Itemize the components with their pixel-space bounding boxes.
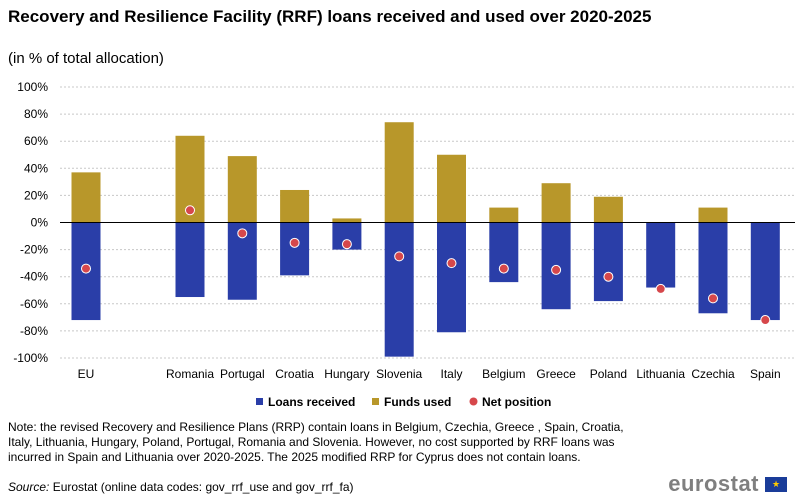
net-position-marker xyxy=(237,228,248,239)
eu-flag-icon: ★ xyxy=(765,476,787,492)
y-tick-label: -20% xyxy=(20,243,48,257)
net-position-markers xyxy=(81,205,771,326)
x-axis-labels: EU Romania Portugal Croatia Hungary Slovenia I… xyxy=(78,367,781,381)
legend-label: Net position xyxy=(482,395,551,409)
bar-loans-received xyxy=(175,222,205,298)
bar-loans-received xyxy=(646,222,676,288)
net-position-marker xyxy=(551,264,562,275)
bar-funds-used xyxy=(698,207,728,223)
legend: Loans received Funds used Net position xyxy=(256,395,551,409)
x-tick-label: Italy xyxy=(440,367,462,381)
net-position-marker xyxy=(498,263,509,274)
source-label: Source: xyxy=(8,480,50,494)
x-tick-label: Belgium xyxy=(482,367,525,381)
x-tick-label: Croatia xyxy=(275,367,314,381)
bar-funds-used xyxy=(71,172,101,223)
net-position-marker xyxy=(185,205,195,216)
y-tick-label: -100% xyxy=(13,351,48,365)
chart-title: Recovery and Resilience Facility (RRF) l… xyxy=(8,7,652,26)
y-tick-label: 20% xyxy=(24,188,48,202)
y-tick-label: 80% xyxy=(24,107,48,121)
chart-subtitle: (in % of total allocation) xyxy=(8,50,164,67)
net-position-marker xyxy=(708,293,718,304)
chart-area: 100%80%60%40%20%0%-20%-40%-60%-80%-100% … xyxy=(13,80,795,409)
x-tick-label: Romania xyxy=(166,367,214,381)
x-tick-label: Czechia xyxy=(691,367,735,381)
bar-loans-received xyxy=(384,222,414,357)
bar-loans-received xyxy=(593,222,623,302)
net-position-marker xyxy=(655,283,666,294)
net-position-marker xyxy=(394,251,405,262)
bars xyxy=(71,122,780,357)
x-tick-label: EU xyxy=(78,367,95,381)
bar-funds-used xyxy=(332,218,362,223)
bar-loans-received xyxy=(437,222,466,333)
y-tick-label: -60% xyxy=(20,297,48,311)
bar-loans-received xyxy=(280,222,310,276)
net-position-marker xyxy=(760,315,771,326)
bar-funds-used xyxy=(227,156,257,223)
y-tick-label: 40% xyxy=(24,161,48,175)
footnote: Note: the revised Recovery and Resilienc… xyxy=(8,420,624,464)
y-axis-ticks: 100% 80% 60% 40% 20% 0% -20% -40% -60% -80% -100% xyxy=(13,80,48,365)
legend-label: Funds used xyxy=(384,395,451,409)
bar-funds-used xyxy=(541,183,571,223)
y-tick-label: 60% xyxy=(24,134,48,148)
bar-funds-used xyxy=(384,122,414,223)
legend-swatch xyxy=(372,398,379,405)
source-line: Source: Eurostat (online data codes: gov… xyxy=(8,480,354,495)
x-tick-label: Lithuania xyxy=(636,367,685,381)
net-position-marker xyxy=(81,263,91,274)
net-position-marker xyxy=(446,258,457,269)
net-position-marker xyxy=(289,237,300,248)
bar-loans-received xyxy=(750,222,780,321)
x-tick-label: Greece xyxy=(536,367,576,381)
bar-funds-used xyxy=(489,207,519,223)
bar-funds-used xyxy=(280,189,310,223)
legend-label: Loans received xyxy=(268,395,355,409)
x-tick-label: Portugal xyxy=(220,367,265,381)
y-tick-label: 0% xyxy=(31,216,49,230)
y-tick-label: 100% xyxy=(17,80,48,94)
source-text: Eurostat (online data codes: gov_rrf_use… xyxy=(49,480,354,494)
logo-text: eurostat xyxy=(668,471,759,496)
x-tick-label: Spain xyxy=(750,367,781,381)
bar-funds-used xyxy=(593,196,623,223)
net-position-marker xyxy=(341,239,352,250)
x-tick-label: Slovenia xyxy=(376,367,422,381)
legend-swatch xyxy=(469,397,478,406)
x-tick-label: Poland xyxy=(590,367,627,381)
legend-swatch xyxy=(256,398,263,405)
y-tick-label: -80% xyxy=(20,324,48,338)
x-tick-label: Hungary xyxy=(324,367,369,381)
y-tick-label: -40% xyxy=(20,270,48,284)
eurostat-logo: eurostat ★ xyxy=(668,471,787,496)
bar-funds-used xyxy=(437,154,466,223)
net-position-marker xyxy=(603,271,614,282)
